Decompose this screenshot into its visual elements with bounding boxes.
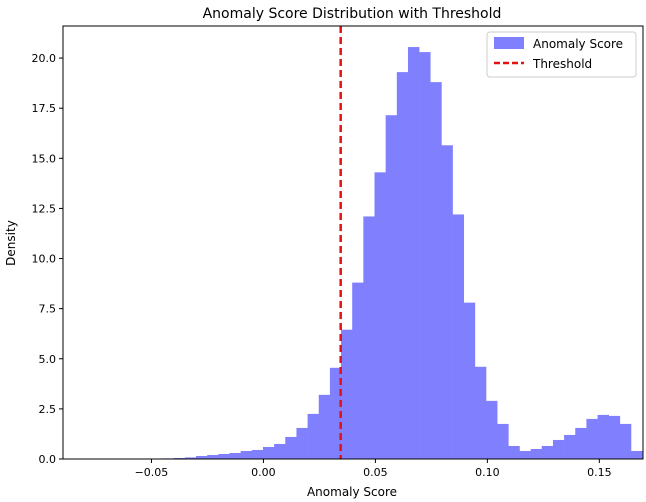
y-tick-label: 0.0: [39, 453, 57, 466]
histogram-bar: [318, 394, 331, 459]
histogram-bar: [341, 329, 353, 459]
y-tick-label: 7.5: [39, 303, 57, 316]
histogram-bar: [452, 214, 465, 459]
y-tick-label: 12.5: [32, 202, 57, 215]
histogram-bar: [396, 72, 409, 460]
histogram-bar: [307, 413, 320, 459]
histogram-bar: [463, 302, 476, 459]
histogram-bar: [262, 446, 275, 459]
y-tick-label: 20.0: [32, 52, 57, 65]
chart-title: Anomaly Score Distribution with Threshol…: [203, 6, 502, 22]
legend-swatch-anomaly-score: [494, 37, 524, 49]
histogram-bar: [530, 448, 543, 459]
histogram-bar: [251, 449, 264, 459]
histogram-bar: [274, 443, 286, 459]
histogram-bar: [407, 47, 420, 459]
histogram-bar: [552, 439, 565, 459]
histogram-bar: [385, 115, 398, 459]
histogram-bar: [441, 145, 453, 460]
histogram-bar: [508, 445, 520, 459]
histogram-bar: [363, 216, 375, 459]
y-tick-label: 2.5: [39, 403, 57, 416]
histogram-bar: [497, 423, 509, 459]
histogram-bar: [374, 172, 386, 460]
histogram-bar: [519, 450, 531, 459]
y-tick-label: 10.0: [32, 253, 57, 266]
histogram-bar: [608, 415, 621, 459]
histogram-bar: [196, 455, 208, 459]
histogram-bar: [329, 367, 342, 459]
y-tick-label: 17.5: [32, 102, 57, 115]
histogram-bar: [240, 450, 253, 459]
histogram-bar: [352, 282, 364, 459]
histogram-bar: [285, 436, 297, 459]
x-tick-label: −0.05: [135, 466, 169, 479]
histogram-bar: [586, 418, 598, 459]
x-tick-label: 0.00: [251, 466, 276, 479]
histogram-bar: [619, 423, 632, 459]
histogram-bar: [173, 457, 186, 459]
histogram-bar: [419, 52, 431, 460]
histogram-bar: [184, 457, 197, 459]
legend-label-threshold: Threshold: [532, 57, 592, 71]
x-tick-label: 0.05: [363, 466, 388, 479]
legend-label-anomaly-score: Anomaly Score: [533, 37, 623, 51]
x-axis-label: Anomaly Score: [307, 485, 397, 499]
legend: Anomaly Score Threshold: [486, 31, 637, 78]
histogram-bar: [564, 434, 576, 459]
y-tick-label: 15.0: [32, 152, 57, 165]
x-tick-label: 0.10: [475, 466, 500, 479]
histogram-bar: [630, 450, 643, 459]
histogram-bar: [218, 453, 230, 459]
y-axis-label: Density: [4, 220, 18, 266]
histogram-bar: [597, 414, 609, 459]
histogram-bar: [207, 454, 219, 459]
histogram-bar: [430, 82, 442, 459]
histogram-bar: [575, 427, 587, 459]
histogram-bars: [151, 47, 643, 460]
histogram-bar: [296, 427, 308, 459]
y-tick-label: 5.0: [39, 353, 57, 366]
x-axis-ticks: −0.05 0.00 0.05 0.10 0.15: [135, 459, 612, 479]
histogram-bar: [474, 366, 487, 459]
plot-frame: [62, 25, 644, 460]
histogram-bar: [486, 400, 498, 459]
y-axis-ticks: 0.0 2.5 5.0 7.5 10.0 12.5 15.0 17.5 20.0: [32, 52, 63, 466]
legend-box: [486, 31, 637, 78]
histogram-bar: [229, 452, 241, 459]
histogram-bar: [541, 445, 554, 459]
x-tick-label: 0.15: [587, 466, 612, 479]
